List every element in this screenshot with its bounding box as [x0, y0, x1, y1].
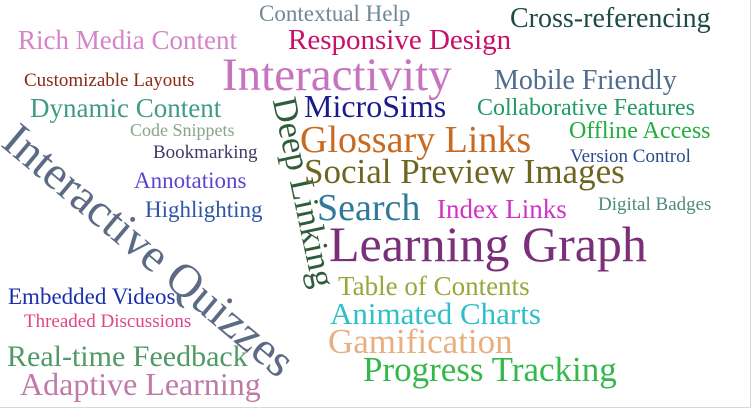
word-offline-access: Offline Access	[569, 118, 711, 144]
word-interactivity: Interactivity	[222, 49, 452, 101]
word-cross-referencing: Cross-referencing	[510, 3, 711, 34]
word-progress-tracking: Progress Tracking	[363, 350, 617, 389]
word-dynamic-content: Dynamic Content	[30, 93, 222, 123]
word-contextual-help: Contextual Help	[259, 1, 411, 26]
word-glossary-links: Glossary Links	[300, 119, 532, 161]
word-threaded-discussions: Threaded Discussions	[24, 311, 192, 332]
word-code-snippets: Code Snippets	[130, 120, 235, 140]
word-table-of-contents: Table of Contents	[338, 271, 530, 301]
word-embedded-videos: Embedded Videos	[8, 284, 176, 309]
word-version-control: Version Control	[570, 146, 691, 167]
word-gamification: Gamification	[328, 322, 513, 361]
word-rich-media-content: Rich Media Content	[18, 25, 237, 55]
word-learning-graph: Learning Graph	[329, 216, 647, 272]
word-responsive-design: Responsive Design	[288, 24, 512, 56]
word-digital-badges: Digital Badges	[598, 194, 712, 215]
word-customizable-layouts: Customizable Layouts	[24, 70, 195, 91]
word-index-links: Index Links	[437, 194, 567, 224]
word-mobile-friendly: Mobile Friendly	[494, 65, 677, 96]
word-social-preview-images: Social Preview Images	[304, 152, 625, 191]
word-collaborative-features: Collaborative Features	[477, 95, 695, 121]
word-bookmarking: Bookmarking	[153, 142, 258, 163]
word-microsims: MicroSims	[304, 88, 447, 124]
word-real-time-feedback: Real-time Feedback	[7, 340, 248, 373]
word-highlighting: Highlighting	[145, 197, 263, 222]
word-annotations: Annotations	[134, 168, 247, 193]
word-adaptive-learning: Adaptive Learning	[20, 366, 261, 402]
word-search: Search	[317, 187, 421, 229]
word-animated-charts: Animated Charts	[330, 296, 541, 331]
